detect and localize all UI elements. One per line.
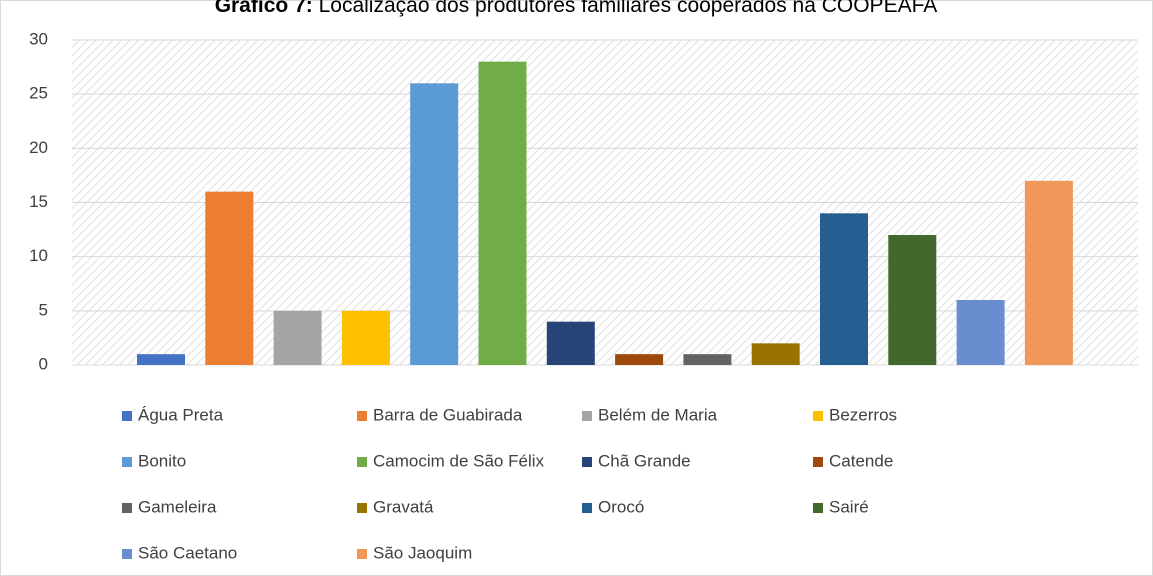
title-text: Localização dos produtores familiares co… [319, 0, 938, 17]
legend-swatch [582, 411, 592, 421]
bar [546, 321, 595, 365]
bar [478, 61, 527, 366]
legend-label: Catende [829, 451, 893, 470]
y-tick-label: 5 [39, 300, 48, 319]
y-tick-label: 20 [29, 138, 48, 157]
bar [341, 310, 390, 365]
y-tick-label: 0 [39, 354, 48, 373]
bar [137, 354, 185, 365]
legend-swatch [813, 411, 823, 421]
bar [273, 310, 322, 365]
legend-label: Barra de Guabirada [373, 405, 523, 424]
bar [888, 235, 937, 365]
y-tick-label: 25 [29, 84, 48, 103]
legend-swatch [357, 411, 367, 421]
legend-label: Gameleira [138, 497, 217, 516]
legend-label: Gravatá [373, 497, 434, 516]
legend-label: Belém de Maria [598, 405, 718, 424]
legend-swatch [122, 549, 132, 559]
legend-label: São Jaoquim [373, 543, 472, 562]
title-label: Gráfico 7: [215, 0, 313, 17]
legend-swatch [813, 503, 823, 513]
bar [820, 213, 868, 365]
y-tick-label: 10 [29, 246, 48, 265]
legend-swatch [582, 503, 592, 513]
y-tick-label: 15 [29, 192, 48, 211]
chart-title: Gráfico 7: Localização dos produtores fa… [215, 0, 938, 17]
bar [751, 343, 800, 365]
legend-swatch [122, 411, 132, 421]
legend-swatch [357, 503, 367, 513]
legend-label: Orocó [598, 497, 644, 516]
legend-label: Camocim de São Félix [373, 451, 545, 470]
bar [1024, 180, 1073, 365]
legend-swatch [357, 457, 367, 467]
bar [615, 354, 664, 365]
bar [205, 191, 254, 365]
legend-label: Bonito [138, 451, 186, 470]
legend-swatch [582, 457, 592, 467]
legend-label: Água Preta [138, 405, 224, 424]
bar [410, 83, 459, 365]
y-tick-label: 30 [29, 29, 48, 48]
bar [683, 354, 732, 365]
bar [956, 300, 1005, 365]
legend-swatch [122, 503, 132, 513]
legend-swatch [122, 457, 132, 467]
legend-label: Bezerros [829, 405, 897, 424]
legend-label: São Caetano [138, 543, 237, 562]
legend-label: Chã Grande [598, 451, 691, 470]
legend-swatch [813, 457, 823, 467]
legend-label: Sairé [829, 497, 869, 516]
legend-swatch [357, 549, 367, 559]
